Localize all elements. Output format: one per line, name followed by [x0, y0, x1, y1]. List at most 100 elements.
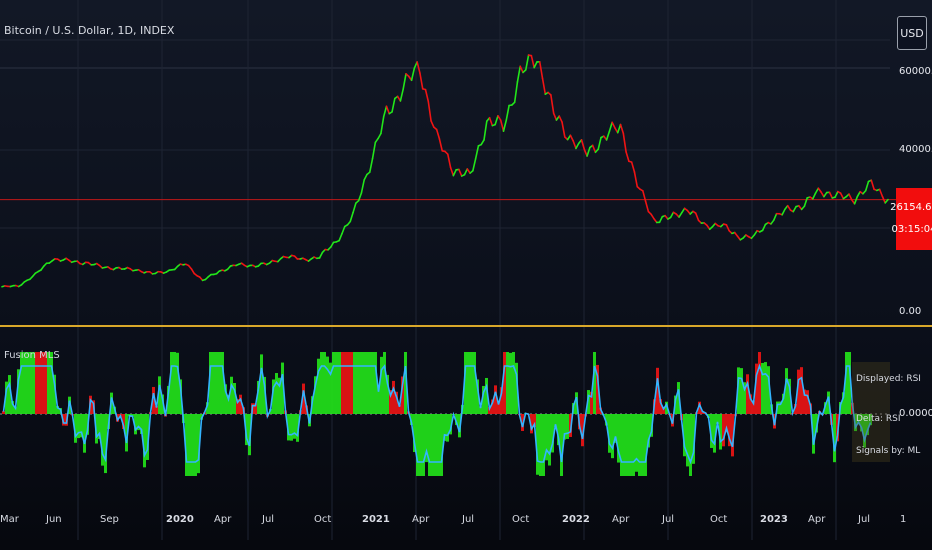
price-segment — [864, 180, 870, 192]
indicator-bar — [272, 379, 275, 414]
indicator-bar — [428, 414, 431, 476]
price-segment — [558, 115, 563, 123]
legend-displayed: Displayed: RSI — [856, 374, 921, 384]
indicator-bar — [749, 394, 752, 414]
price-segment — [452, 169, 457, 177]
indicator-bar — [32, 352, 35, 414]
indicator-bar — [365, 352, 368, 414]
indicator-bar — [338, 352, 341, 414]
time-axis-label: Oct — [710, 514, 727, 525]
indicator-bar — [467, 352, 470, 414]
indicator-bar — [794, 403, 797, 414]
indicator-bar — [728, 414, 731, 447]
indicator-bar — [362, 352, 365, 414]
indicator-bar — [185, 414, 188, 476]
price-segment — [338, 233, 343, 242]
price-label-60000: 60000.00 — [899, 66, 932, 77]
indicator-legend-box — [852, 362, 890, 462]
indicator-bar — [302, 383, 305, 414]
indicator-bar — [275, 373, 278, 414]
price-segment — [419, 72, 424, 90]
indicator-bar — [593, 352, 596, 414]
price-segment — [786, 204, 792, 211]
indicator-bar — [143, 414, 146, 468]
indicator-bar — [635, 414, 638, 472]
indicator-bar — [335, 352, 338, 414]
indicator-bar — [731, 414, 734, 457]
indicator-bar — [845, 352, 848, 414]
indicator-bar — [605, 414, 608, 426]
price-segment — [368, 157, 374, 173]
time-axis-label: 2023 — [760, 514, 788, 525]
indicator-bar — [401, 376, 404, 414]
indicator-bar — [491, 399, 494, 414]
indicator-bar — [437, 414, 440, 476]
price-segment — [399, 88, 405, 102]
indicator-bar — [833, 414, 836, 463]
indicator-bar — [257, 380, 260, 414]
indicator-bar — [464, 352, 467, 414]
indicator-bar — [230, 376, 233, 414]
indicator-bar — [476, 379, 479, 414]
indicator-bar — [5, 381, 8, 414]
price-segment — [856, 190, 861, 198]
time-axis-label: Apr — [214, 514, 232, 525]
indicator-bar — [173, 352, 176, 414]
price-segment — [644, 200, 650, 213]
indicator-bar — [80, 414, 83, 438]
price-segment — [438, 138, 444, 152]
indicator-title: Fusion MLS — [4, 350, 60, 361]
indicator-bar — [410, 414, 413, 426]
price-segment — [878, 188, 884, 198]
indicator-bar — [446, 414, 449, 442]
price-segment — [349, 211, 354, 223]
price-segment — [772, 212, 778, 221]
price-segment — [597, 136, 602, 151]
indicator-bar — [38, 352, 41, 414]
indicator-bar — [473, 352, 476, 414]
indicator-bar — [422, 414, 425, 476]
indicator-bar — [677, 382, 680, 414]
indicator-bar — [350, 352, 353, 414]
time-axis-label: Jul — [857, 514, 870, 525]
indicator-bar — [449, 414, 452, 435]
indicator-bar — [413, 414, 416, 453]
indicator-bar — [296, 414, 299, 442]
indicator-bar — [209, 352, 212, 414]
price-segment — [781, 208, 786, 216]
time-axis-label: 2021 — [362, 514, 390, 525]
indicator-bar — [470, 352, 473, 414]
indicator-bar — [11, 401, 14, 414]
indicator-bar — [155, 405, 158, 414]
indicator-bar — [323, 352, 326, 414]
price-segment — [374, 137, 379, 144]
currency-button[interactable]: USD — [897, 16, 927, 50]
indicator-bar — [332, 352, 335, 414]
price-segment — [435, 128, 441, 140]
price-segment — [505, 104, 510, 121]
price-segment — [466, 168, 471, 174]
indicator-bar — [866, 414, 869, 436]
indicator-bar — [77, 414, 80, 439]
price-segment — [870, 179, 875, 191]
indicator-bar — [740, 368, 743, 414]
indicator-bar — [380, 356, 383, 414]
price-segment — [494, 115, 499, 126]
indicator-bar — [725, 414, 728, 433]
indicator-bar — [347, 352, 350, 414]
time-axis-label: Mar — [0, 514, 20, 525]
price-segment — [828, 191, 834, 199]
indicator-bar — [656, 367, 659, 414]
indicator-bar — [632, 414, 635, 476]
price-segment — [605, 130, 611, 141]
price-segment — [881, 195, 887, 204]
indicator-bar — [710, 414, 713, 448]
indicator-bar — [176, 352, 179, 414]
indicator-bar — [146, 414, 149, 460]
price-segment — [360, 179, 366, 194]
indicator-bar — [722, 414, 725, 447]
price-segment — [410, 67, 416, 82]
price-segment — [814, 187, 820, 194]
indicator-bar — [20, 352, 23, 414]
